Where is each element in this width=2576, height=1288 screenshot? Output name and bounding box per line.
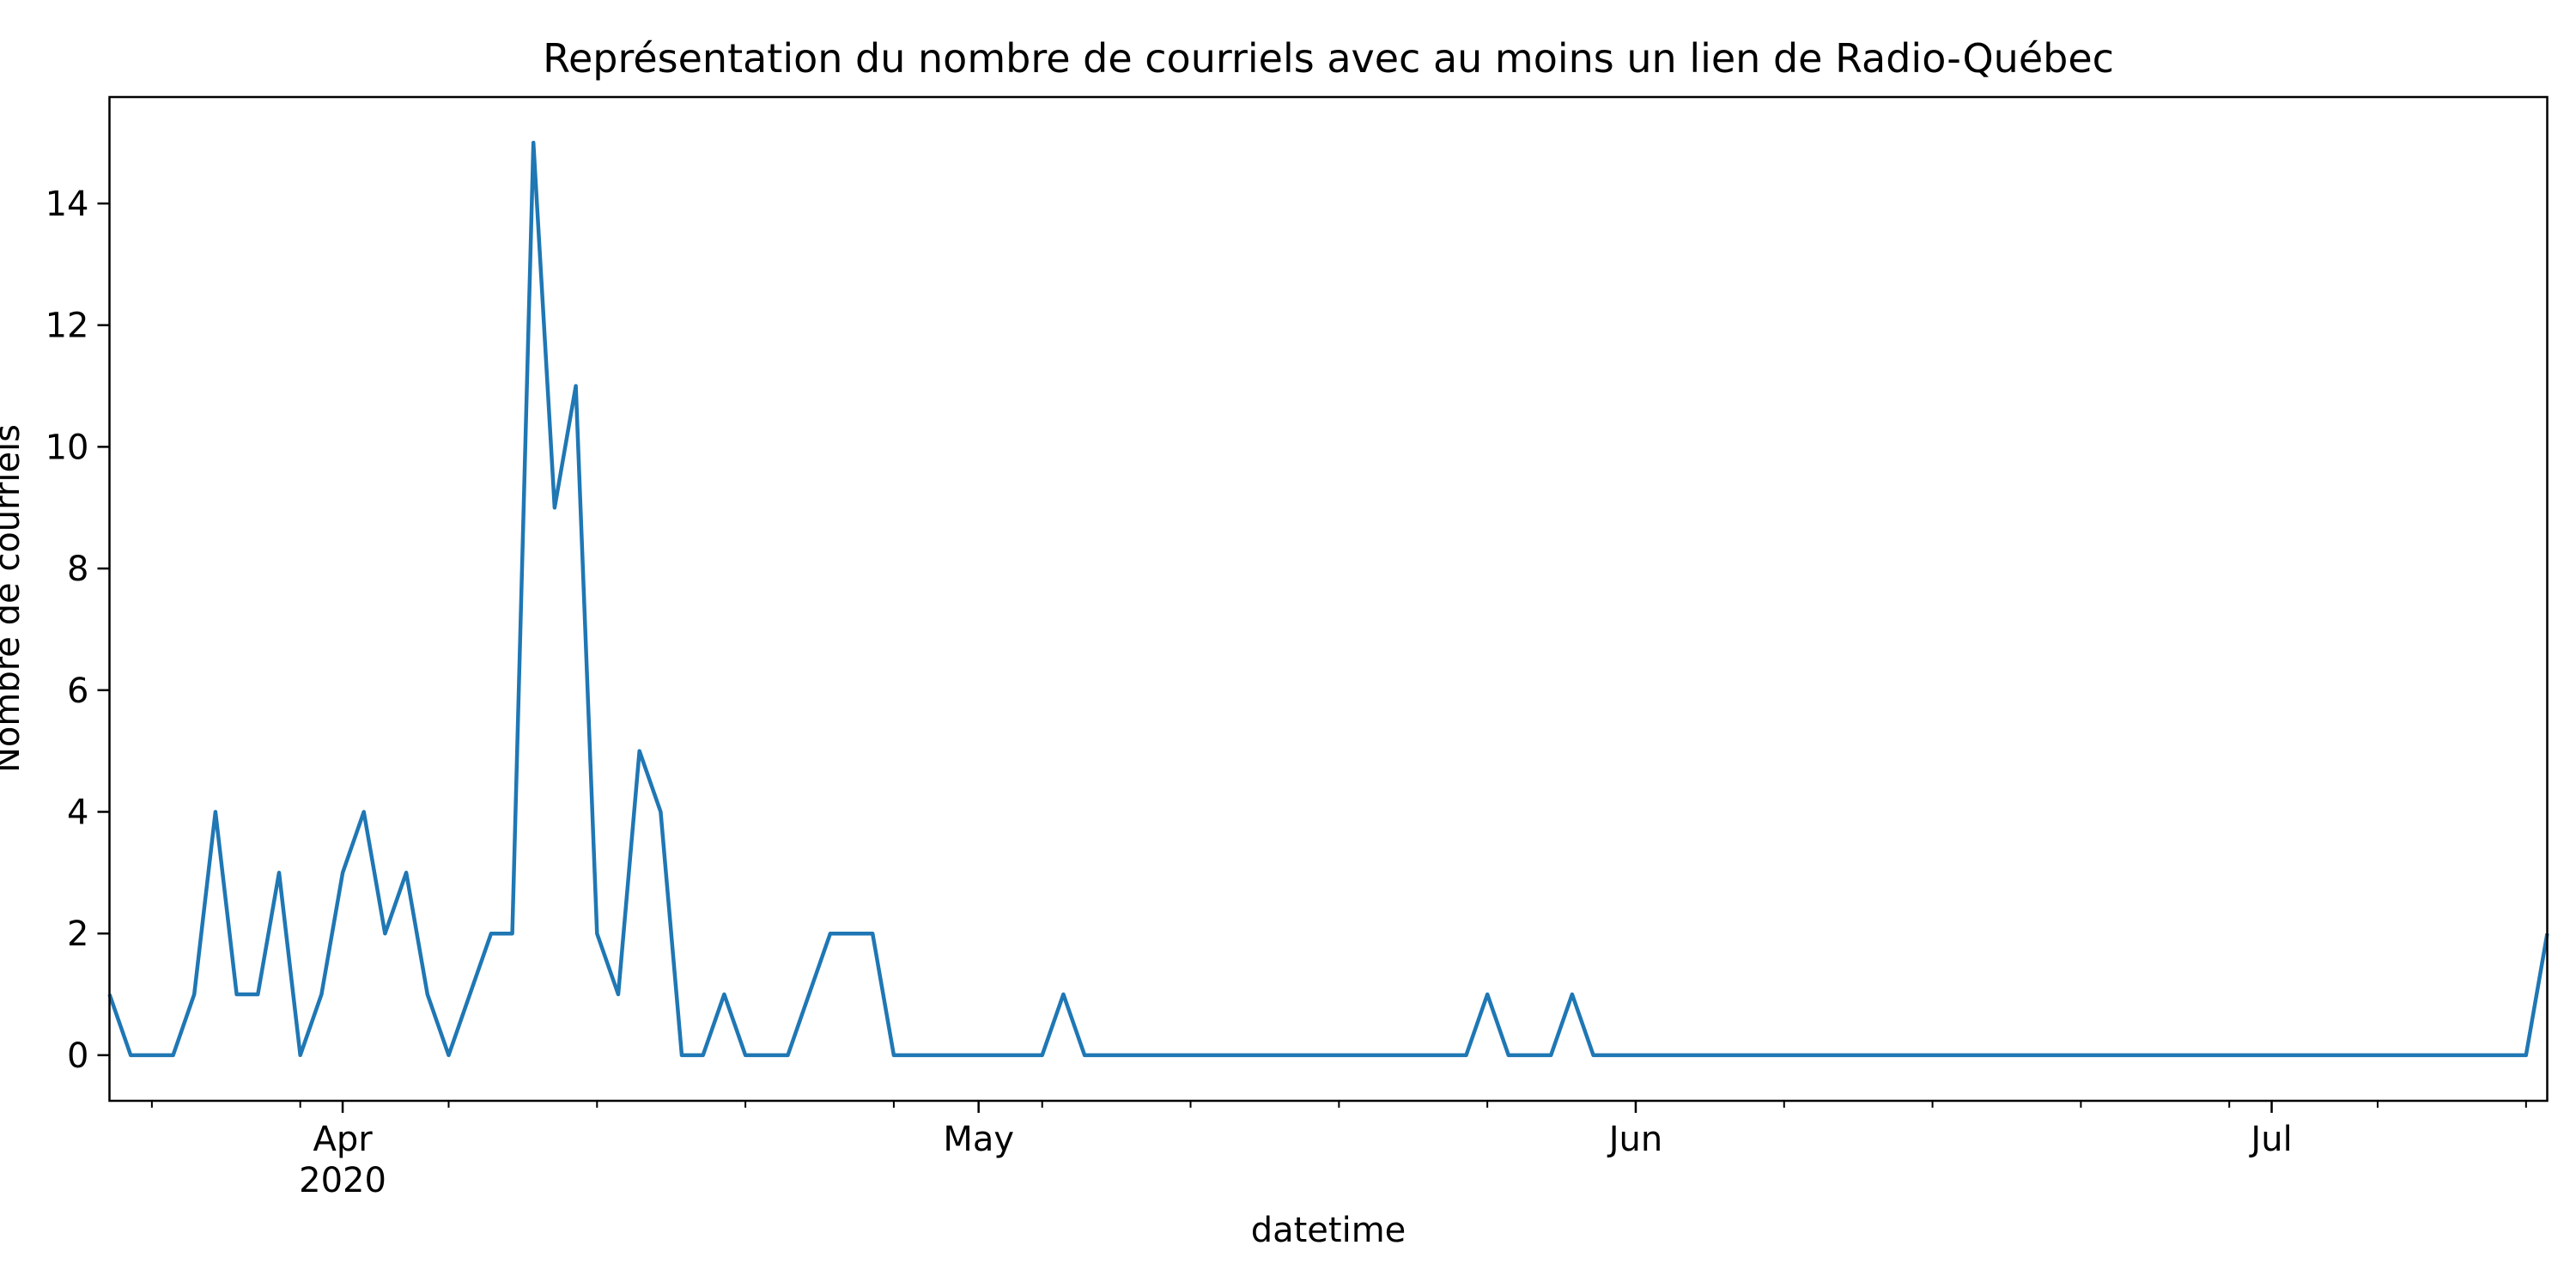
plot-frame	[108, 95, 2549, 1103]
x-axis-label: datetime	[1251, 1211, 1406, 1250]
x-tick-sublabel: 2020	[299, 1161, 386, 1200]
y-tick-label: 14	[46, 185, 89, 224]
y-tick-label: 8	[67, 550, 88, 589]
y-axis-label: Nombre de courriels	[0, 424, 27, 773]
y-tick-label: 12	[46, 307, 89, 346]
x-tick-label: Jul	[2248, 1120, 2292, 1159]
x-tick-label: Apr	[313, 1120, 373, 1159]
series-group	[107, 140, 2549, 1058]
x-tick-label: Jun	[1607, 1120, 1663, 1159]
y-tick-label: 4	[67, 793, 88, 832]
chart-title: Représentation du nombre de courriels av…	[543, 35, 2114, 82]
y-axis-ticks: 0 2 4 6 8 10 12 14	[46, 185, 110, 1076]
y-tick-label: 6	[67, 671, 88, 711]
y-tick-label: 2	[67, 914, 88, 954]
y-tick-label: 10	[46, 428, 89, 467]
series-line	[107, 140, 2549, 1058]
x-tick-label: May	[943, 1120, 1014, 1159]
y-tick-label: 0	[67, 1036, 88, 1076]
